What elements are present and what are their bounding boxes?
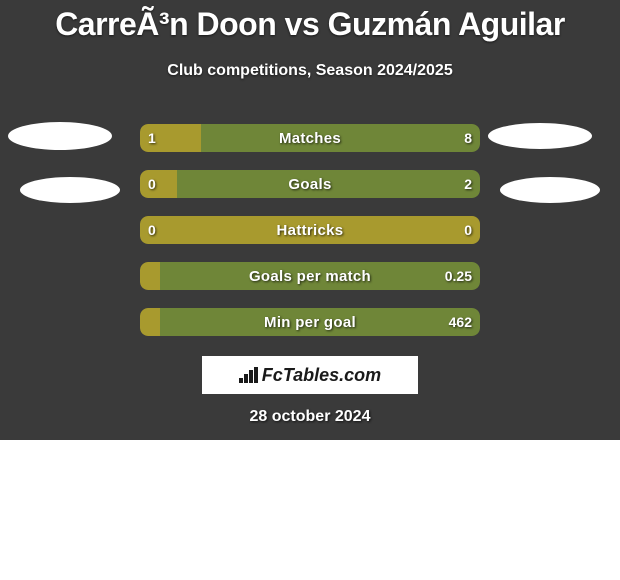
stat-bars: Matches18Goals02Hattricks00Goals per mat… xyxy=(140,124,480,354)
team-badge-right xyxy=(488,123,592,149)
page-title: CarreÃ³n Doon vs Guzmán Aguilar xyxy=(0,6,620,43)
fctables-logo: FcTables.com xyxy=(239,365,381,386)
team-badge-left xyxy=(20,177,120,203)
bar-value-right: 2 xyxy=(464,170,472,198)
bar-value-right: 8 xyxy=(464,124,472,152)
bar-label: Goals per match xyxy=(140,262,480,290)
bar-label: Matches xyxy=(140,124,480,152)
stat-bar-row: Hattricks0 0 xyxy=(140,216,480,244)
logo-text-rest: Tables.com xyxy=(283,365,381,385)
stat-bar-row: Goals0 2 xyxy=(140,170,480,198)
stats-panel: CarreÃ³n Doon vs Guzmán Aguilar Club com… xyxy=(0,0,620,440)
bar-value-right: 0 xyxy=(464,216,472,244)
bar-label: Hattricks xyxy=(140,216,480,244)
bar-chart-icon xyxy=(239,367,259,383)
canvas: CarreÃ³n Doon vs Guzmán Aguilar Club com… xyxy=(0,0,620,580)
bar-label: Min per goal xyxy=(140,308,480,336)
bar-value-right: 462 xyxy=(449,308,472,336)
date-text: 28 october 2024 xyxy=(0,408,620,426)
team-badge-right xyxy=(500,177,600,203)
stat-bar-row: Min per goal462 xyxy=(140,308,480,336)
logo-text-fc: Fc xyxy=(262,365,283,385)
bar-value-left: 0 xyxy=(148,170,156,198)
bar-value-left: 0 xyxy=(148,216,156,244)
subtitle: Club competitions, Season 2024/2025 xyxy=(0,62,620,80)
bar-value-right: 0.25 xyxy=(445,262,472,290)
fctables-logo-plate: FcTables.com xyxy=(202,356,418,394)
bar-label: Goals xyxy=(140,170,480,198)
stat-bar-row: Goals per match0.25 xyxy=(140,262,480,290)
bar-value-left: 1 xyxy=(148,124,156,152)
stat-bar-row: Matches1 8 xyxy=(140,124,480,152)
team-badge-left xyxy=(8,122,112,150)
